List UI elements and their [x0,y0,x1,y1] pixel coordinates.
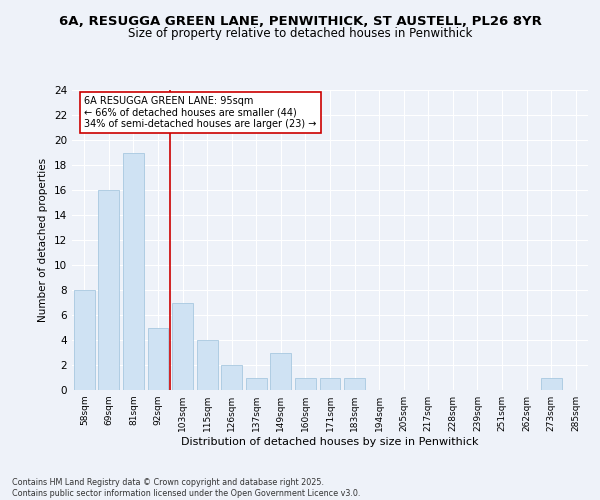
Bar [123,152,144,390]
Text: Size of property relative to detached houses in Penwithick: Size of property relative to detached ho… [128,28,472,40]
Bar [98,190,119,390]
Bar [295,378,316,390]
X-axis label: Distribution of detached houses by size in Penwithick: Distribution of detached houses by size … [181,437,479,447]
Text: Contains HM Land Registry data © Crown copyright and database right 2025.
Contai: Contains HM Land Registry data © Crown c… [12,478,361,498]
Bar [320,378,340,390]
Bar [246,378,267,390]
Bar [271,352,292,390]
Bar [74,290,95,390]
Bar [221,365,242,390]
Bar [148,328,169,390]
Y-axis label: Number of detached properties: Number of detached properties [38,158,49,322]
Text: 6A, RESUGGA GREEN LANE, PENWITHICK, ST AUSTELL, PL26 8YR: 6A, RESUGGA GREEN LANE, PENWITHICK, ST A… [59,15,541,28]
Bar [344,378,365,390]
Bar [541,378,562,390]
Bar [172,302,193,390]
Bar [197,340,218,390]
Text: 6A RESUGGA GREEN LANE: 95sqm
← 66% of detached houses are smaller (44)
34% of se: 6A RESUGGA GREEN LANE: 95sqm ← 66% of de… [84,96,317,130]
